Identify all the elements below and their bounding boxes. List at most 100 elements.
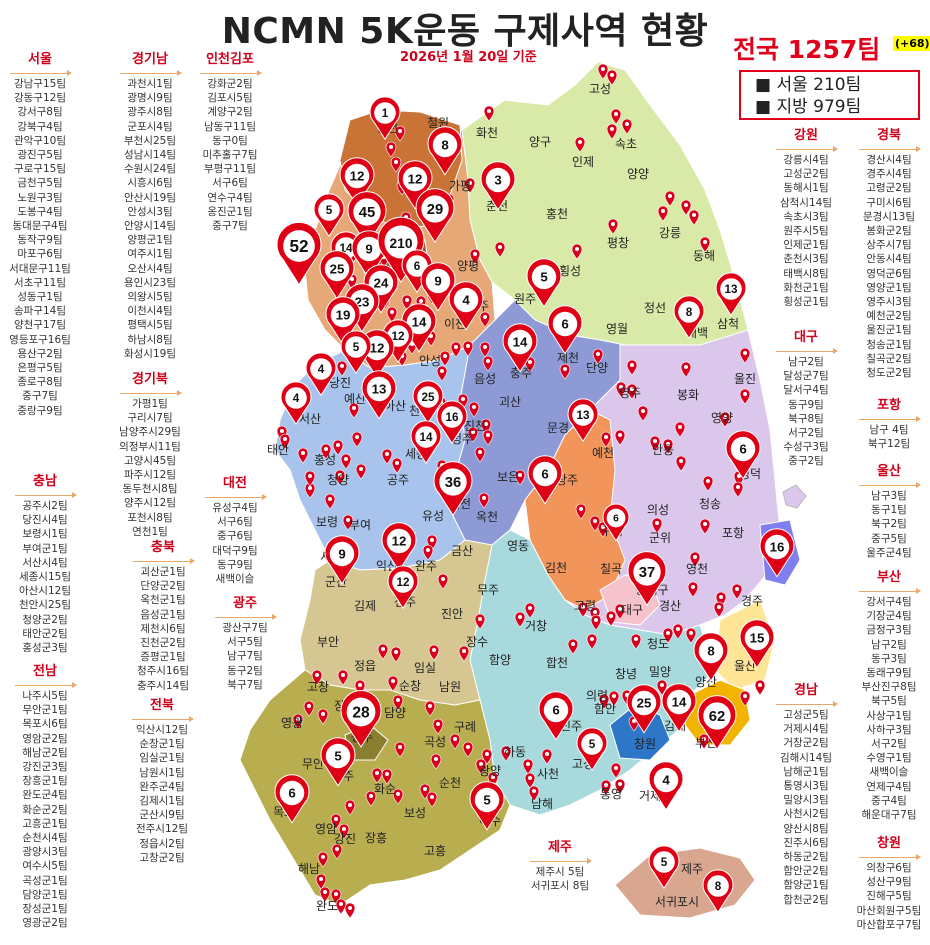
svg-text:24: 24 [374, 276, 389, 291]
region-team-item: 광양시3팀 [22, 846, 68, 859]
svg-text:6: 6 [552, 703, 559, 718]
location-pin-icon [567, 638, 579, 655]
location-pin-icon [483, 105, 495, 122]
region-team-item: 북구5팀 [871, 695, 907, 708]
location-pin-icon [344, 799, 356, 816]
region-team-item: 안성시3팀 [127, 205, 173, 218]
region-team-item: 이천시4팀 [127, 305, 173, 318]
svg-text:6: 6 [561, 317, 568, 332]
place-label: 고령 [574, 599, 596, 613]
location-pin-icon [541, 748, 553, 765]
place-label: 청송 [699, 497, 721, 511]
place-label: 남원 [439, 680, 461, 694]
region-team-item: 담양군1팀 [22, 888, 68, 901]
region-team-item: 중랑구9팀 [17, 404, 63, 417]
location-pin-icon [338, 823, 350, 840]
region-team-item: 영주시3팀 [866, 296, 912, 309]
region-team-item: 충주시14팀 [136, 679, 189, 692]
location-pin-icon [324, 493, 336, 510]
team-count-pin: 4 [448, 281, 484, 331]
region-team-item: 강서구4팀 [866, 596, 912, 608]
region-team-item: 진해구5팀 [866, 890, 912, 903]
region-team-item: 해남군2팀 [22, 746, 68, 759]
team-count-pin: 5 [526, 258, 562, 308]
place-label: 영주 [619, 386, 641, 400]
place-label: 예천 [592, 445, 614, 460]
place-label: 창원 [634, 737, 656, 751]
region-list-chungnam: 충남 공주시2팀 당진시4팀 보령시1팀 부여군1팀 서산시4팀 세종시15팀 아산시12팀 천… [5, 474, 85, 655]
place-label: 공주 [387, 473, 409, 487]
place-label: 속초 [615, 137, 637, 151]
region-team-item: 계양구2팀 [207, 106, 253, 119]
location-pin-icon [605, 610, 617, 627]
location-pin-icon [592, 348, 604, 365]
region-team-item: 통영시3팀 [783, 780, 829, 793]
region-team-item: 남양주시29팀 [119, 426, 181, 439]
location-pin-icon [390, 646, 402, 663]
region-team-item: 임실군1팀 [139, 752, 185, 765]
region-team-item: 태백시8팀 [783, 267, 829, 280]
region-team-item: 남원시1팀 [139, 766, 185, 779]
region-team-item: 완주군4팀 [139, 780, 185, 793]
region-list-gyeonggi-north: 경기북 가평1팀 구리시7팀 남양주시29팀 의정부시11팀 고양시45팀 파주시12팀 동두… [110, 372, 190, 539]
region-team-item: 횡성군1팀 [783, 296, 829, 309]
region-team-item: 남구 4팀 [869, 424, 909, 436]
region-team-item: 강남구15팀 [13, 78, 66, 90]
team-count-pin: 6 [538, 691, 574, 741]
place-label: 단양 [586, 361, 608, 375]
svg-text:25: 25 [421, 391, 435, 404]
region-team-item: 홍성군3팀 [22, 642, 68, 655]
region-team-item: 사상구1팀 [866, 709, 912, 722]
region-team-item: 경주시4팀 [866, 168, 912, 181]
place-label: 김천 [545, 560, 567, 575]
region-heading: 광주 [233, 596, 257, 611]
place-label: 예산 [344, 392, 366, 406]
svg-text:15: 15 [750, 631, 765, 646]
team-count-pin: 16 [436, 400, 468, 445]
place-label: 영천 [686, 561, 708, 576]
location-pin-icon [606, 123, 618, 140]
region-list-pohang: 포항 남구 4팀 북구12팀 [851, 398, 927, 451]
region-heading: 전북 [150, 698, 174, 713]
location-pin-icon [279, 433, 291, 450]
region-team-item: 남동구11팀 [203, 120, 256, 133]
region-team-item: 동구2팀 [227, 664, 263, 677]
place-label: 보성 [404, 806, 426, 820]
region-team-item: 광산구7팀 [222, 622, 268, 634]
team-count-pin: 28 [340, 690, 382, 748]
place-label: 양양 [627, 167, 649, 181]
region-team-item: 강북구4팀 [17, 120, 63, 133]
place-label: 평창 [607, 236, 629, 250]
team-count-pin: 9 [420, 262, 456, 312]
total-delta-badge: (+68) [893, 36, 930, 51]
region-team-item: 서대문구11팀 [9, 262, 71, 275]
team-count-pin: 29 [415, 188, 455, 244]
region-team-item: 마산회원구5팀 [856, 904, 922, 917]
svg-text:4: 4 [662, 773, 670, 788]
location-pin-icon [598, 693, 610, 710]
svg-text:12: 12 [370, 341, 385, 356]
location-pin-icon [365, 790, 377, 807]
place-label: 태안 [267, 443, 289, 457]
team-count-pin: 4 [648, 761, 684, 811]
region-team-item: 여주시1팀 [127, 248, 173, 261]
location-pin-icon [731, 583, 743, 600]
location-pin-icon [528, 785, 540, 802]
team-count-pin: 9 [324, 535, 360, 585]
region-team-item: 장성군1팀 [22, 903, 68, 916]
svg-text:9: 9 [338, 547, 345, 562]
place-label: 청도 [647, 637, 669, 651]
place-label: 김제 [354, 599, 376, 613]
svg-text:5: 5 [540, 270, 547, 285]
place-label: 옥천 [476, 509, 498, 524]
team-count-pin: 6 [547, 305, 583, 355]
region-team-item: 여수시5팀 [22, 860, 68, 873]
location-pin-icon [392, 694, 404, 711]
team-count-pin: 6 [602, 503, 630, 542]
location-pin-icon [315, 873, 327, 890]
team-count-pin: 12 [397, 160, 433, 210]
svg-text:5: 5 [483, 793, 490, 808]
region-team-item: 수영구1팀 [866, 752, 912, 765]
region-heading: 창원 [877, 836, 901, 851]
place-label: 영동 [507, 539, 529, 553]
